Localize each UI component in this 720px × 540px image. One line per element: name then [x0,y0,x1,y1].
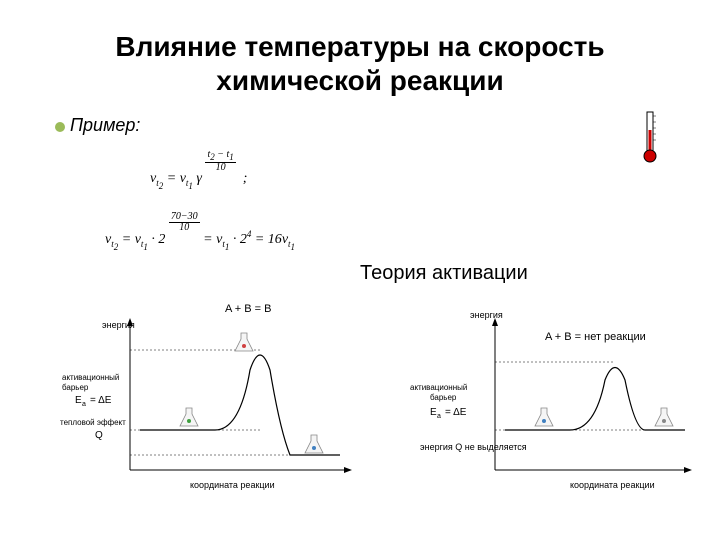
subtitle: Теория активации [360,262,528,285]
svg-text:а: а [437,413,441,420]
svg-text:тепловой эффект: тепловой эффект [60,418,126,427]
svg-text:E: E [430,407,437,418]
svg-text:Q: Q [95,430,103,441]
svg-text:A + B = нет реакции: A + B = нет реакции [545,331,646,343]
svg-text:активационный: активационный [410,383,467,392]
svg-text:энергия: энергия [102,320,135,330]
formula-2: vt2 = vt1 · 2 70−3010 = vt1 · 24 = 16vt1 [105,212,295,251]
slide-title: Влияние температуры на скорость химическ… [40,30,680,97]
svg-text:= ΔE: = ΔE [90,395,112,406]
svg-text:а: а [82,401,86,408]
example-label: Пример: [70,115,680,136]
bullet-icon [55,122,65,132]
svg-text:энергия Q не выделяется: энергия Q не выделяется [420,442,527,452]
reaction-equation-left: A + B = B [225,303,271,315]
diagram-reaction-fail: энергия A + B = нет реакции координата р… [400,300,700,500]
diagram-reaction-success: A + B = B энергия координата реакции акт… [60,300,360,500]
svg-text:энергия: энергия [470,310,503,320]
slide-container: Влияние температуры на скорость химическ… [0,0,720,540]
svg-text:барьер: барьер [430,393,457,402]
svg-text:координата реакции: координата реакции [190,480,275,490]
svg-text:E: E [75,395,82,406]
svg-text:барьер: барьер [62,383,89,392]
thermometer-icon [640,110,660,170]
svg-text:активационный: активационный [62,373,119,382]
svg-text:координата реакции: координата реакции [570,480,655,490]
svg-text:= ΔE: = ΔE [445,407,467,418]
formula-1: vt2 = vt1 γ t2 − t110 ; [150,150,247,190]
